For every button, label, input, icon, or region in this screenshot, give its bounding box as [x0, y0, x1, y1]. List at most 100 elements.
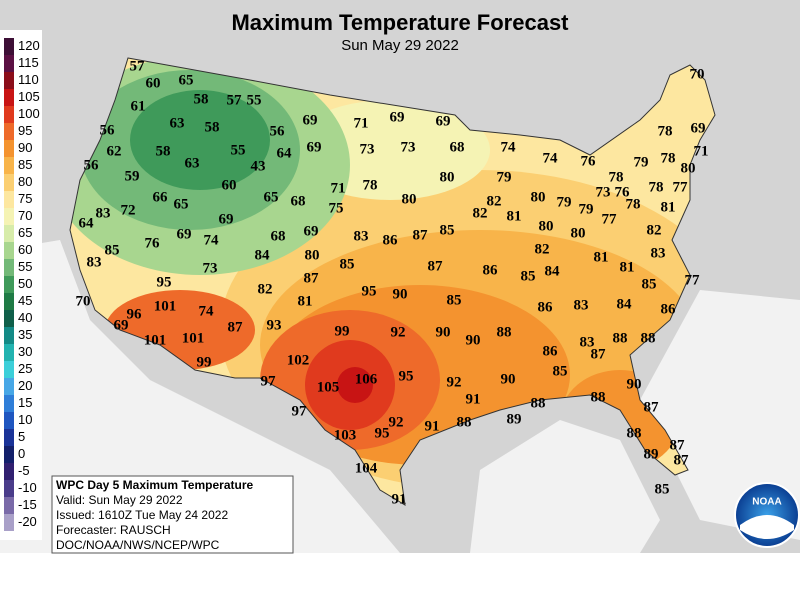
station-temperature: 76 — [615, 184, 631, 200]
legend-swatch — [4, 514, 14, 531]
station-temperature: 88 — [641, 330, 656, 346]
legend-swatch — [4, 497, 14, 514]
legend-swatch — [4, 446, 14, 463]
station-temperature: 80 — [531, 189, 546, 205]
station-temperature: 74 — [543, 150, 559, 166]
station-temperature: 76 — [581, 153, 597, 169]
station-temperature: 101 — [154, 298, 177, 314]
station-temperature: 84 — [255, 247, 271, 263]
station-temperature: 101 — [182, 330, 205, 346]
legend-label: -15 — [18, 497, 37, 512]
info-box — [51, 475, 294, 554]
station-temperature: 75 — [329, 200, 344, 216]
station-temperature: 65 — [264, 189, 279, 205]
legend-swatch — [4, 38, 14, 55]
legend-swatch — [4, 293, 14, 310]
station-temperature: 84 — [545, 263, 561, 279]
info-line: Valid: Sun May 29 2022 — [56, 493, 183, 507]
station-temperature: 88 — [497, 324, 512, 340]
legend-label: -10 — [18, 480, 37, 495]
station-temperature: 69 — [307, 139, 322, 155]
legend-swatch — [4, 259, 14, 276]
station-temperature: 83 — [580, 334, 595, 350]
station-temperature: 55 — [247, 92, 262, 108]
info-line: Forecaster: RAUSCH — [56, 523, 171, 537]
station-temperature: 88 — [613, 330, 628, 346]
station-temperature: 103 — [334, 427, 357, 443]
station-temperature: 90 — [393, 286, 408, 302]
station-temperature: 91 — [392, 491, 407, 507]
station-temperature: 69 — [114, 317, 129, 333]
legend-label: 85 — [18, 157, 32, 172]
station-temperature: 73 — [401, 139, 416, 155]
station-temperature: 80 — [681, 160, 696, 176]
station-temperature: 59 — [125, 168, 140, 184]
station-temperature: 79 — [497, 169, 512, 185]
station-temperature: 83 — [96, 205, 111, 221]
station-temperature: 74 — [199, 303, 215, 319]
station-temperature: 82 — [487, 193, 502, 209]
station-temperature: 82 — [258, 281, 273, 297]
legend-swatch — [4, 276, 14, 293]
station-temperature: 77 — [685, 272, 701, 288]
station-temperature: 81 — [661, 199, 676, 215]
station-temperature: 70 — [690, 66, 705, 82]
station-temperature: 68 — [450, 139, 465, 155]
station-temperature: 56 — [270, 123, 286, 139]
legend-label: -20 — [18, 514, 37, 529]
station-temperature: 69 — [691, 120, 706, 136]
legend-swatch — [4, 123, 14, 140]
station-temperature: 86 — [538, 299, 554, 315]
station-temperature: 43 — [251, 158, 266, 174]
station-temperature: 78 — [626, 196, 641, 212]
legend-label: 65 — [18, 225, 32, 240]
legend-label: 70 — [18, 208, 32, 223]
station-temperature: 69 — [436, 113, 451, 129]
legend-label: 120 — [18, 38, 40, 53]
info-line: Issued: 1610Z Tue May 24 2022 — [56, 508, 228, 522]
station-temperature: 83 — [354, 228, 369, 244]
station-temperature: 92 — [447, 374, 462, 390]
station-temperature: 89 — [507, 411, 522, 427]
station-temperature: 80 — [571, 225, 586, 241]
station-temperature: 104 — [355, 460, 378, 476]
station-temperature: 83 — [574, 297, 589, 313]
ocean — [0, 240, 400, 553]
legend-label: 90 — [18, 140, 32, 155]
legend-swatch — [4, 463, 14, 480]
legend-swatch — [4, 310, 14, 327]
station-temperature: 85 — [553, 363, 568, 379]
station-temperature: 56 — [100, 122, 116, 138]
legend-swatch — [4, 412, 14, 429]
legend-label: 30 — [18, 344, 32, 359]
legend-swatch — [4, 208, 14, 225]
station-temperature: 72 — [121, 202, 136, 218]
station-temperature: 90 — [436, 324, 451, 340]
legend-label: 50 — [18, 276, 32, 291]
station-temperature: 55 — [231, 142, 246, 158]
station-temperature: 71 — [331, 180, 346, 196]
legend-swatch — [4, 395, 14, 412]
station-temperature: 76 — [145, 235, 161, 251]
station-temperature: 78 — [609, 169, 624, 185]
map-title: Maximum Temperature Forecast — [231, 10, 569, 35]
legend-label: 15 — [18, 395, 32, 410]
station-temperature: 62 — [107, 143, 122, 159]
legend-label: 5 — [18, 429, 25, 444]
station-temperature: 87 — [670, 437, 686, 453]
legend: 1201151101051009590858075706560555045403… — [0, 30, 42, 540]
station-temperature: 71 — [354, 115, 369, 131]
gulf — [470, 420, 660, 553]
station-temperature: 79 — [579, 201, 594, 217]
legend-swatch — [4, 157, 14, 174]
station-temperature: 73 — [596, 184, 611, 200]
legend-label: 40 — [18, 310, 32, 325]
legend-label: 105 — [18, 89, 40, 104]
map-subtitle: Sun May 29 2022 — [341, 37, 459, 54]
legend-label: 80 — [18, 174, 32, 189]
legend-label: 75 — [18, 191, 32, 206]
legend-swatch — [4, 242, 14, 259]
station-temperature: 77 — [673, 179, 689, 195]
station-temperature: 85 — [105, 242, 120, 258]
